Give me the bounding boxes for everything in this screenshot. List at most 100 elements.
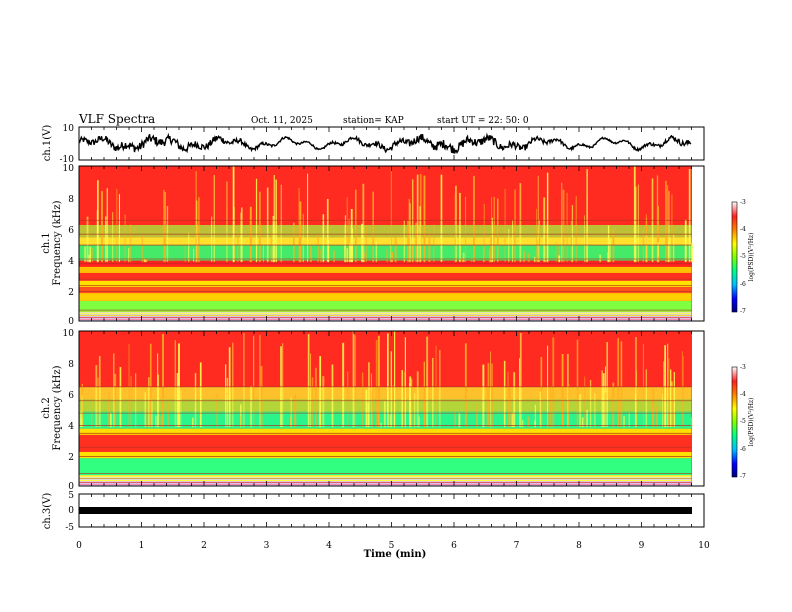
ch1-cbar-tick-m5: -5 — [740, 253, 746, 260]
sferic-streak — [346, 248, 348, 263]
sferic-streak — [232, 342, 234, 428]
sferic-streak — [546, 172, 549, 263]
sferic-streak — [390, 167, 392, 263]
sferic-streak — [497, 198, 499, 263]
sferic-streak — [584, 215, 585, 263]
sferic-streak — [607, 225, 610, 263]
ch1-ytick-bottom: -10 — [60, 155, 75, 165]
sferic-streak — [547, 412, 549, 428]
time-tick-label: 10 — [698, 541, 710, 551]
sferic-streak — [384, 400, 386, 428]
sferic-streak — [322, 214, 325, 263]
sferic-streak — [160, 415, 163, 428]
sferic-streak — [664, 345, 666, 428]
sferic-streak — [508, 388, 511, 428]
sferic-streak — [601, 370, 603, 428]
sferic-streak — [507, 371, 509, 428]
ch2-ytick-0: 0 — [68, 482, 74, 492]
sferic-streak — [668, 190, 670, 263]
sferic-streak — [642, 344, 644, 428]
ch1-ytick-10: 10 — [63, 164, 75, 174]
sferic-streak — [656, 175, 659, 263]
sferic-streak — [275, 179, 278, 263]
spectral-band — [79, 311, 692, 317]
sferic-streak — [259, 335, 261, 428]
sferic-streak — [162, 334, 164, 428]
sferic-streak — [439, 350, 441, 428]
sferic-streak — [315, 367, 317, 428]
sferic-streak — [365, 390, 368, 428]
sferic-streak — [176, 373, 179, 428]
spectral-band — [79, 428, 692, 435]
sferic-streak — [266, 187, 269, 263]
ch2-cbar-tick-m4: -4 — [740, 391, 746, 398]
sferic-streak — [192, 417, 194, 428]
sferic-streak — [110, 413, 112, 428]
spectral-band — [79, 300, 692, 312]
sferic-streak — [144, 392, 146, 428]
sferic-streak — [566, 192, 568, 263]
sferic-streak — [113, 353, 115, 428]
sferic-streak — [130, 224, 132, 263]
sferic-streak — [145, 409, 148, 428]
sferic-streak — [423, 361, 425, 428]
sferic-streak — [490, 235, 492, 263]
ch1-spectrogram-bands — [79, 166, 692, 321]
sferic-streak — [320, 249, 322, 263]
sferic-streak — [623, 416, 625, 428]
sferic-streak — [163, 189, 165, 263]
sferic-streak — [543, 197, 546, 263]
sferic-streak — [488, 248, 491, 263]
sferic-streak — [620, 341, 623, 428]
sferic-streak — [272, 215, 275, 263]
sferic-streak — [270, 236, 273, 263]
sferic-streak — [307, 334, 310, 428]
sferic-streak — [392, 385, 395, 428]
sferic-streak — [440, 174, 443, 263]
sferic-streak — [667, 343, 669, 428]
ch2-colorbar-ticks: -3 -4 -5 -6 -7 — [740, 364, 746, 480]
sferic-streak — [164, 191, 166, 263]
sferic-streak — [656, 406, 658, 428]
sferic-streak — [491, 196, 493, 263]
sferic-streak — [199, 362, 202, 428]
ch2-colorbar — [731, 366, 738, 478]
sferic-streak — [361, 223, 363, 263]
sferic-streak — [511, 412, 514, 428]
sferic-streak — [634, 393, 636, 428]
sferic-streak — [561, 353, 564, 428]
ch3-ytick-0: 0 — [68, 506, 74, 516]
sferic-streak — [394, 331, 396, 428]
time-tick-label: 8 — [576, 541, 582, 551]
sferic-streak — [290, 397, 292, 428]
sferic-streak — [167, 402, 169, 428]
sferic-streak — [375, 241, 378, 263]
spectral-band — [79, 272, 692, 281]
sferic-streak — [540, 356, 543, 428]
ch1-colorbar-ticks: -3 -4 -5 -6 -7 — [740, 199, 746, 315]
sferic-streak — [148, 377, 150, 428]
sferic-streak — [536, 208, 537, 263]
sferic-streak — [342, 342, 345, 428]
sferic-streak — [527, 416, 530, 428]
sferic-streak — [108, 390, 110, 428]
ch1-colorbar — [731, 201, 738, 313]
sferic-streak — [682, 355, 684, 428]
sferic-streak — [195, 200, 198, 263]
sferic-streak — [135, 373, 137, 428]
sferic-streak — [512, 409, 514, 428]
sferic-streak — [671, 381, 673, 428]
ch1-spectrogram-panel: 0 2 4 6 8 10 ch.1 Frequency (kHz) -3 -4 … — [41, 164, 755, 327]
sferic-streak — [582, 417, 584, 428]
ch1-spectrogram-streaks — [79, 166, 693, 321]
sferic-streak — [555, 241, 557, 263]
ch3-waveform-panel: 5 0 -5 ch.3(V) — [42, 491, 705, 533]
sferic-streak — [95, 365, 98, 428]
sferic-streak — [193, 248, 195, 263]
time-tick-label: 6 — [451, 541, 457, 551]
sferic-streak — [487, 362, 490, 428]
sferic-streak — [476, 403, 478, 428]
sferic-streak — [454, 194, 456, 263]
sferic-streak — [80, 411, 82, 428]
date-label: Oct. 11, 2025 — [251, 116, 313, 126]
